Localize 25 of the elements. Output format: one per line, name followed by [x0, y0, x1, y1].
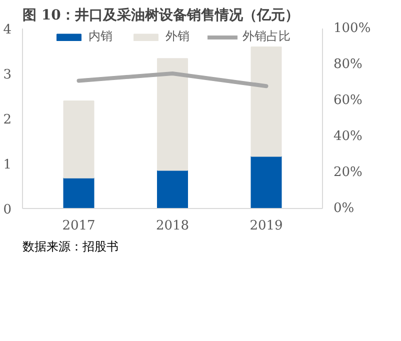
y-tick-label: 3: [3, 68, 12, 82]
bar: [63, 100, 94, 178]
chart-title: 图 10：井口及采油树设备销售情况（亿元）: [22, 8, 299, 24]
y2-tick-label: 60%: [334, 93, 362, 108]
legend-label: 内销: [88, 28, 112, 45]
x-tick-label: 2017: [62, 218, 96, 234]
y-tick-label: 1: [3, 158, 12, 172]
legend-label: 外销: [166, 28, 190, 45]
bar: [63, 177, 94, 208]
y2-tick-label: 0%: [334, 201, 354, 216]
y2-tick-label: 100%: [334, 21, 371, 36]
y2-tick-label: 80%: [334, 57, 362, 72]
y2-tick-label: 20%: [334, 165, 362, 180]
y-tick-label: 4: [3, 22, 12, 38]
y-tick-label: 2: [3, 112, 12, 128]
source-note: 数据来源：招股书: [22, 240, 118, 254]
x-tick-label: 2018: [156, 218, 190, 234]
bar: [250, 156, 282, 208]
legend-label: 外销占比: [242, 28, 290, 45]
x-tick-label: 2019: [250, 218, 283, 234]
bar: [250, 46, 282, 157]
y2-tick-label: 40%: [334, 129, 362, 144]
bar: [157, 170, 188, 208]
bar: [157, 58, 188, 171]
y-tick-label: 0: [3, 202, 12, 218]
